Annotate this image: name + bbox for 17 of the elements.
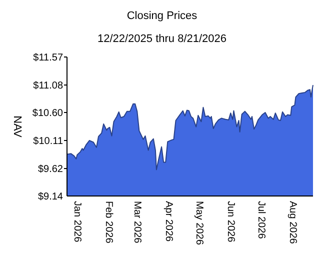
x-tick-label: Jul 2026 (256, 201, 267, 240)
y-tick-label: $11.08 (33, 80, 64, 92)
x-tick-label: Apr 2026 (163, 201, 174, 242)
y-tick-label: $9.14 (38, 192, 64, 202)
y-tick-label: $11.57 (33, 52, 64, 64)
x-tick-label: Aug 2026 (287, 201, 298, 244)
x-tick-label: May 2026 (194, 201, 205, 246)
x-tick-label: Jan 2026 (72, 201, 83, 243)
y-tick-label: $10.60 (32, 108, 64, 119)
y-tick-label: $9.62 (38, 164, 64, 176)
x-tick-label: Mar 2026 (132, 201, 143, 244)
chart-title: Closing Prices (126, 10, 198, 22)
y-axis-title: NAV (11, 116, 24, 138)
x-tick-label: Feb 2026 (103, 201, 114, 244)
y-tick-label: $10.11 (33, 136, 64, 148)
chart-subtitle: 12/22/2025 thru 8/21/2026 (97, 33, 227, 45)
x-tick-label: Jun 2026 (225, 201, 236, 243)
